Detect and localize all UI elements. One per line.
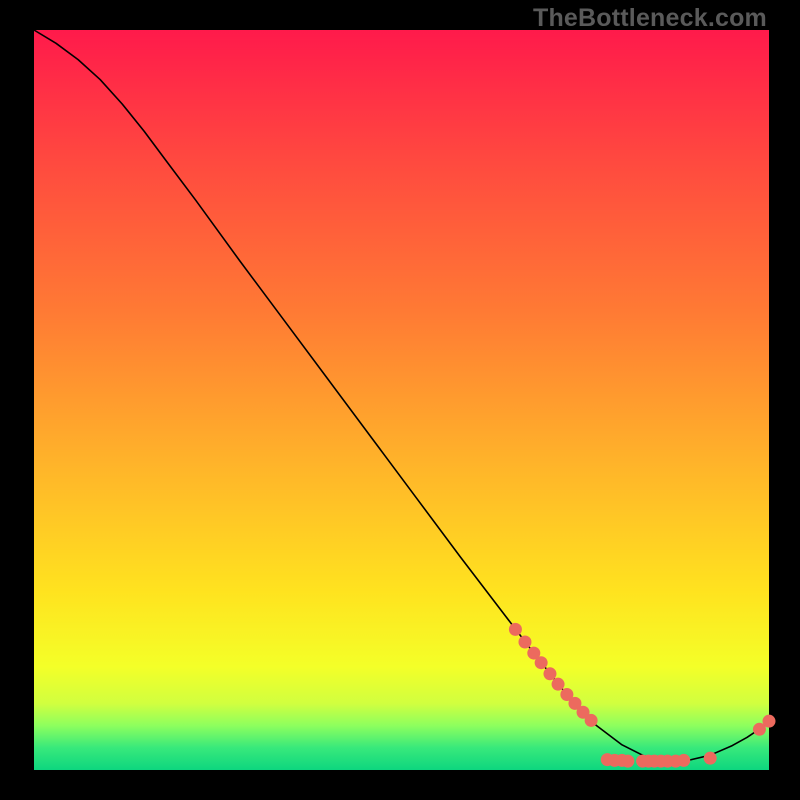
chart-container: TheBottleneck.com <box>0 0 800 800</box>
plot-area <box>34 30 769 770</box>
watermark-text: TheBottleneck.com <box>533 4 767 33</box>
